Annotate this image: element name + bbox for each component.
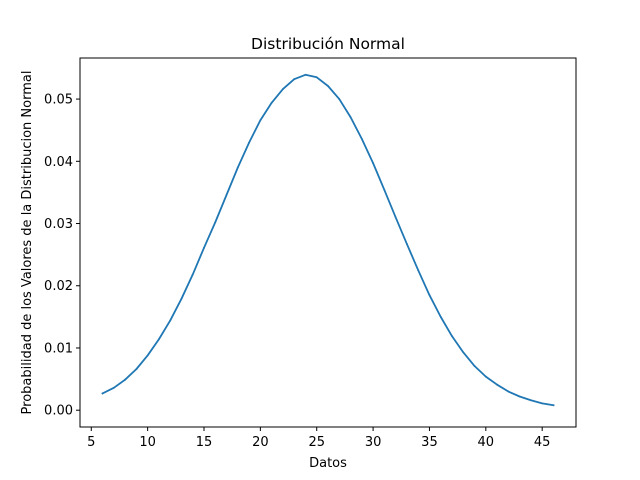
data-point (225, 194, 228, 196)
data-point (236, 166, 239, 169)
data-point (259, 119, 262, 122)
x-tick-label: 20 (252, 435, 269, 450)
data-point (338, 98, 341, 100)
y-tick-label: 0.04 (44, 155, 73, 170)
x-tick-label: 10 (139, 435, 156, 450)
data-point (394, 216, 397, 219)
x-axis-label: Datos (309, 456, 347, 471)
x-tick-label: 35 (421, 435, 438, 450)
y-tick-label: 0.05 (44, 93, 73, 108)
data-point (383, 189, 386, 191)
data-point (473, 365, 476, 367)
data-point (101, 392, 104, 395)
data-point (158, 338, 160, 341)
axes-frame (79, 57, 577, 428)
y-tick-label: 0.03 (44, 217, 73, 232)
data-point (214, 221, 217, 224)
y-tick-label: 0.00 (44, 404, 73, 419)
x-tick-label: 25 (308, 435, 325, 450)
chart-title: Distribución Normal (251, 35, 405, 53)
data-point (406, 243, 408, 245)
data-point (439, 315, 442, 318)
data-point (484, 375, 487, 378)
data-point (451, 335, 453, 338)
y-tick-label: 0.01 (44, 341, 73, 356)
x-tick-label: 5 (87, 435, 95, 450)
data-point (112, 386, 115, 389)
data-point (169, 319, 172, 322)
x-axis-ticks: 5 10 15 20 25 30 35 40 45 (87, 427, 550, 450)
data-point (315, 76, 318, 79)
data-point (124, 378, 126, 381)
data-point (135, 368, 138, 371)
data-point (428, 294, 431, 296)
x-tick-label: 15 (196, 435, 213, 450)
series-points (101, 73, 555, 407)
data-point (372, 162, 374, 165)
data-point (507, 390, 510, 393)
x-tick-label: 40 (478, 435, 495, 450)
data-point (203, 246, 205, 249)
data-point (530, 399, 532, 402)
data-point (417, 269, 420, 272)
data-point (191, 273, 194, 276)
data-point (282, 88, 284, 91)
data-point (270, 101, 273, 104)
y-axis-ticks: 0.00 0.01 0.02 0.03 0.04 0.05 (44, 93, 80, 419)
data-point (248, 141, 250, 144)
data-point (552, 404, 555, 407)
data-point (304, 73, 307, 76)
x-tick-label: 30 (365, 435, 382, 450)
y-axis-label: Probabilidad de los Valores de la Distri… (20, 71, 35, 415)
data-point (293, 78, 296, 81)
data-point (146, 354, 149, 357)
data-point (327, 85, 329, 87)
x-tick-label: 45 (534, 435, 551, 450)
data-point (462, 351, 465, 354)
data-point (349, 116, 352, 119)
data-point (541, 402, 544, 405)
data-point (180, 297, 183, 300)
data-point (518, 395, 521, 398)
data-point (496, 383, 498, 386)
y-tick-label: 0.02 (44, 279, 73, 294)
data-point (360, 137, 363, 140)
